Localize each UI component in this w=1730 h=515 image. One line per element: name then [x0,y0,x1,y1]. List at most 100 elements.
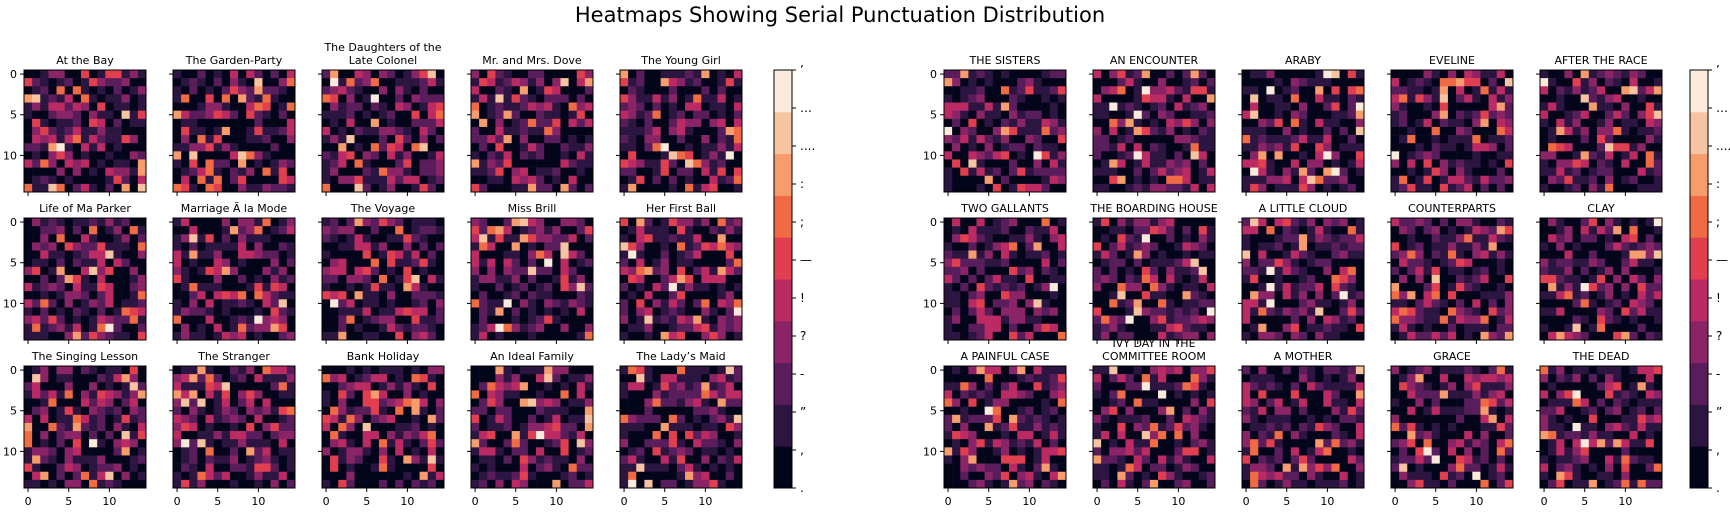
heatmap-cell [544,103,552,111]
heatmap-cell [173,455,181,463]
heatmap-cell [48,168,56,176]
heatmap-cell [1464,184,1472,192]
heatmap-cell [644,103,652,111]
heatmap-cell [363,135,371,143]
heatmap-cell [669,299,677,307]
heatmap-cell [173,103,181,111]
heatmap-cell [577,415,585,423]
heatmap-cell [718,259,726,267]
heatmap-cell [346,135,354,143]
heatmap-cell [520,299,528,307]
heatmap-cell [173,390,181,398]
heatmap-cell [113,415,121,423]
heatmap-cell [644,332,652,340]
heatmap-cell [1025,70,1033,78]
heatmap-cell [718,399,726,407]
heatmap-cell [628,86,636,94]
y-tick-label: 0 [10,68,17,81]
heatmap-cell [322,143,330,151]
heatmap-cell [97,374,105,382]
heatmap-cell [552,447,560,455]
heatmap-cell [1497,159,1505,167]
heatmap-cell [395,119,403,127]
heatmap-cell [238,267,246,275]
heatmap-cell [1150,86,1158,94]
heatmap-cell [661,94,669,102]
heatmap-cell [48,218,56,226]
heatmap-cell [1017,267,1025,275]
heatmap-cell [403,226,411,234]
heatmap-cell [330,78,338,86]
heatmap-cell [1497,135,1505,143]
heatmap-cell [387,242,395,250]
heatmap-cell [395,316,403,324]
heatmap-cell [528,94,536,102]
heatmap-cell [1629,159,1637,167]
heatmap-cell [734,415,742,423]
heatmap-cell [1109,86,1117,94]
heatmap-cell [1497,78,1505,86]
heatmap-cell [105,307,113,315]
heatmap-cell [371,86,379,94]
heatmap-cell [512,307,520,315]
panel-title: At the Bay [56,54,114,67]
heatmap-cell [577,480,585,488]
heatmap-cell [471,431,479,439]
heatmap-cell [544,439,552,447]
heatmap-cell [495,480,503,488]
heatmap-cell [1033,275,1041,283]
heatmap-cell [420,332,428,340]
heatmap-cell [238,234,246,242]
heatmap-cell [734,480,742,488]
heatmap-cell [479,299,487,307]
heatmap-cell [487,267,495,275]
heatmap-cell [48,415,56,423]
heatmap-cell [379,218,387,226]
heatmap-cell [1638,184,1646,192]
heatmap-cell [471,176,479,184]
heatmap-cell [1331,184,1339,192]
heatmap-cell [113,382,121,390]
heatmap-cell [1258,168,1266,176]
heatmap-cell [1025,259,1033,267]
heatmap-cell [504,332,512,340]
heatmap-cell [246,332,254,340]
heatmap-cell [644,226,652,234]
heatmap-cell [387,316,395,324]
heatmap-cell [653,275,661,283]
heatmap-cell [1440,127,1448,135]
x-tick-label: 10 [400,495,414,508]
heatmap-cell [436,431,444,439]
heatmap-cell [65,103,73,111]
heatmap-cell [685,283,693,291]
heatmap-cell [1242,94,1250,102]
heatmap-cell [379,431,387,439]
heatmap-cell [504,267,512,275]
heatmap-cell [271,431,279,439]
heatmap-cell [1654,119,1662,127]
heatmap-cell [552,119,560,127]
heatmap-cell [1621,119,1629,127]
heatmap-cell [628,251,636,259]
heatmap-cell [620,168,628,176]
heatmap-cell [262,111,270,119]
heatmap-cell [1050,316,1058,324]
heatmap-cell [363,423,371,431]
heatmap-cell [960,283,968,291]
heatmap-cell [262,143,270,151]
heatmap-cell [1621,143,1629,151]
heatmap-cell [636,307,644,315]
heatmap-cell [222,415,230,423]
heatmap-cell [197,415,205,423]
heatmap-cell [48,119,56,127]
heatmap-cell [528,168,536,176]
heatmap-cell [577,447,585,455]
heatmap-cell [65,275,73,283]
heatmap-cell [346,119,354,127]
heatmap-cell [1142,168,1150,176]
heatmap-cell [479,218,487,226]
heatmap-cell [57,407,65,415]
heatmap-cell [371,382,379,390]
